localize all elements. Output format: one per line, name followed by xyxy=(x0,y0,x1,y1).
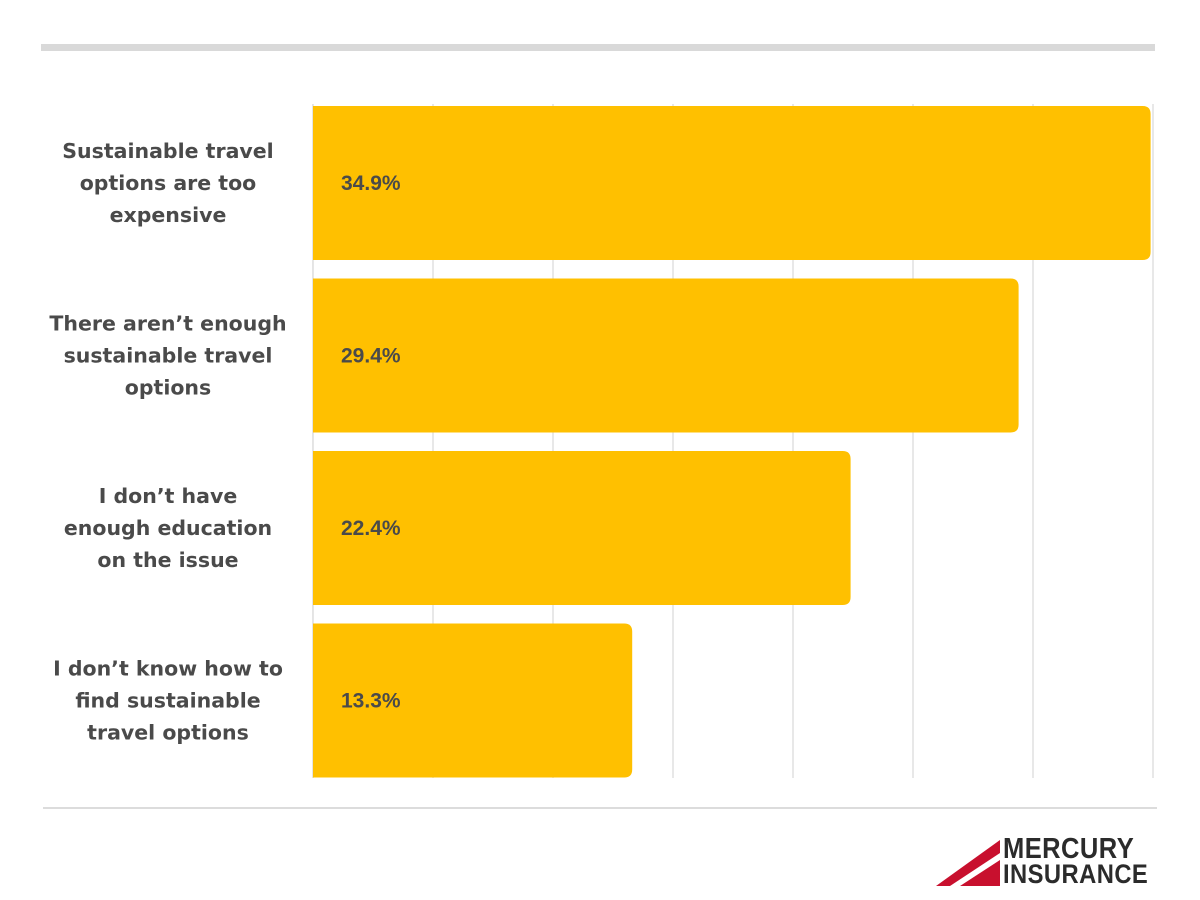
value-labels: 34.9% 29.4% 22.4% 13.3% xyxy=(341,172,401,713)
logo-text-insurance: INSURANCE xyxy=(1003,859,1149,889)
value-label: 22.4% xyxy=(341,517,401,540)
bar xyxy=(313,278,1019,433)
category-label: I don’t have enough education on the issue xyxy=(64,484,272,572)
category-labels: Sustainable travel options are too expensi… xyxy=(49,139,286,745)
bar-chart: Sustainable travel options are too expensi… xyxy=(49,104,1154,778)
value-label: 13.3% xyxy=(341,690,401,713)
top-divider xyxy=(41,44,1155,51)
bar xyxy=(313,623,633,778)
value-label: 34.9% xyxy=(341,172,401,195)
value-label: 29.4% xyxy=(341,345,401,368)
bars xyxy=(313,106,1151,778)
category-label: I don’t know how to find sustainable trave… xyxy=(53,657,283,745)
category-label: There aren’t enough sustainable travel opt… xyxy=(49,312,286,400)
bar xyxy=(313,106,1151,260)
bottom-divider xyxy=(43,807,1157,809)
mercury-insurance-logo: MERCURY INSURANCE xyxy=(936,833,1160,889)
logo-text-mercury: MERCURY xyxy=(1003,833,1135,865)
category-label: Sustainable travel options are too expensi… xyxy=(62,139,273,227)
logo-wing-icon xyxy=(936,840,1000,886)
bar xyxy=(313,451,851,605)
